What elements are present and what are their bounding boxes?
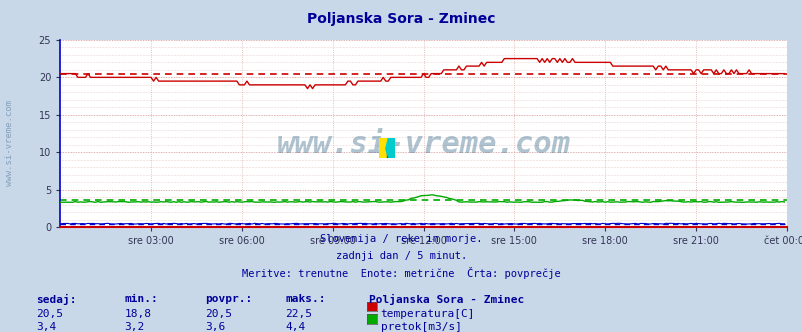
Polygon shape	[382, 138, 395, 158]
Text: Meritve: trenutne  Enote: metrične  Črta: povprečje: Meritve: trenutne Enote: metrične Črta: …	[242, 267, 560, 279]
Text: Poljanska Sora - Zminec: Poljanska Sora - Zminec	[307, 12, 495, 26]
Text: sedaj:: sedaj:	[36, 294, 76, 305]
Text: www.si-vreme.com: www.si-vreme.com	[276, 130, 570, 159]
Text: 20,5: 20,5	[205, 309, 232, 319]
Polygon shape	[387, 138, 395, 158]
Text: zadnji dan / 5 minut.: zadnji dan / 5 minut.	[335, 251, 467, 261]
Text: 20,5: 20,5	[36, 309, 63, 319]
Text: 3,6: 3,6	[205, 322, 225, 332]
Text: povpr.:: povpr.:	[205, 294, 252, 304]
Text: temperatura[C]: temperatura[C]	[380, 309, 475, 319]
Text: 3,4: 3,4	[36, 322, 56, 332]
Polygon shape	[379, 138, 387, 158]
Text: min.:: min.:	[124, 294, 158, 304]
Text: 4,4: 4,4	[285, 322, 305, 332]
Text: www.si-vreme.com: www.si-vreme.com	[5, 100, 14, 186]
Text: maks.:: maks.:	[285, 294, 325, 304]
Text: 18,8: 18,8	[124, 309, 152, 319]
Text: 22,5: 22,5	[285, 309, 312, 319]
Text: Poljanska Sora - Zminec: Poljanska Sora - Zminec	[369, 294, 524, 305]
Text: Slovenija / reke in morje.: Slovenija / reke in morje.	[320, 234, 482, 244]
Text: pretok[m3/s]: pretok[m3/s]	[380, 322, 461, 332]
Polygon shape	[379, 138, 387, 158]
Polygon shape	[379, 138, 385, 158]
Text: 3,2: 3,2	[124, 322, 144, 332]
